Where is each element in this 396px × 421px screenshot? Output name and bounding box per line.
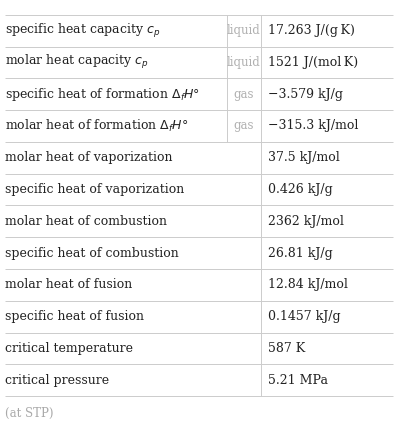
Text: 0.426 kJ/g: 0.426 kJ/g xyxy=(268,183,333,196)
Text: 17.263 J/(g K): 17.263 J/(g K) xyxy=(268,24,355,37)
Text: molar heat of formation $\Delta_f H°$: molar heat of formation $\Delta_f H°$ xyxy=(5,118,188,134)
Text: specific heat of combustion: specific heat of combustion xyxy=(5,247,179,260)
Text: 1521 J/(mol K): 1521 J/(mol K) xyxy=(268,56,359,69)
Text: molar heat of fusion: molar heat of fusion xyxy=(5,278,132,291)
Text: molar heat of combustion: molar heat of combustion xyxy=(5,215,167,228)
Text: 2362 kJ/mol: 2362 kJ/mol xyxy=(268,215,345,228)
Text: −315.3 kJ/mol: −315.3 kJ/mol xyxy=(268,120,359,133)
Text: 12.84 kJ/mol: 12.84 kJ/mol xyxy=(268,278,348,291)
Text: gas: gas xyxy=(233,88,253,101)
Text: specific heat of fusion: specific heat of fusion xyxy=(5,310,144,323)
Text: specific heat capacity $c_p$: specific heat capacity $c_p$ xyxy=(5,21,160,40)
Text: specific heat of formation $\Delta_f H°$: specific heat of formation $\Delta_f H°$ xyxy=(5,86,200,103)
Text: molar heat of vaporization: molar heat of vaporization xyxy=(5,151,173,164)
Text: gas: gas xyxy=(233,120,253,133)
Text: (at STP): (at STP) xyxy=(5,407,53,420)
Text: specific heat of vaporization: specific heat of vaporization xyxy=(5,183,185,196)
Text: 0.1457 kJ/g: 0.1457 kJ/g xyxy=(268,310,341,323)
Text: critical temperature: critical temperature xyxy=(5,342,133,355)
Text: liquid: liquid xyxy=(226,24,260,37)
Text: −3.579 kJ/g: −3.579 kJ/g xyxy=(268,88,343,101)
Text: 26.81 kJ/g: 26.81 kJ/g xyxy=(268,247,333,260)
Text: molar heat capacity $c_p$: molar heat capacity $c_p$ xyxy=(5,53,149,72)
Text: liquid: liquid xyxy=(226,56,260,69)
Text: 5.21 MPa: 5.21 MPa xyxy=(268,374,329,387)
Text: 37.5 kJ/mol: 37.5 kJ/mol xyxy=(268,151,340,164)
Text: 587 K: 587 K xyxy=(268,342,306,355)
Text: critical pressure: critical pressure xyxy=(5,374,109,387)
